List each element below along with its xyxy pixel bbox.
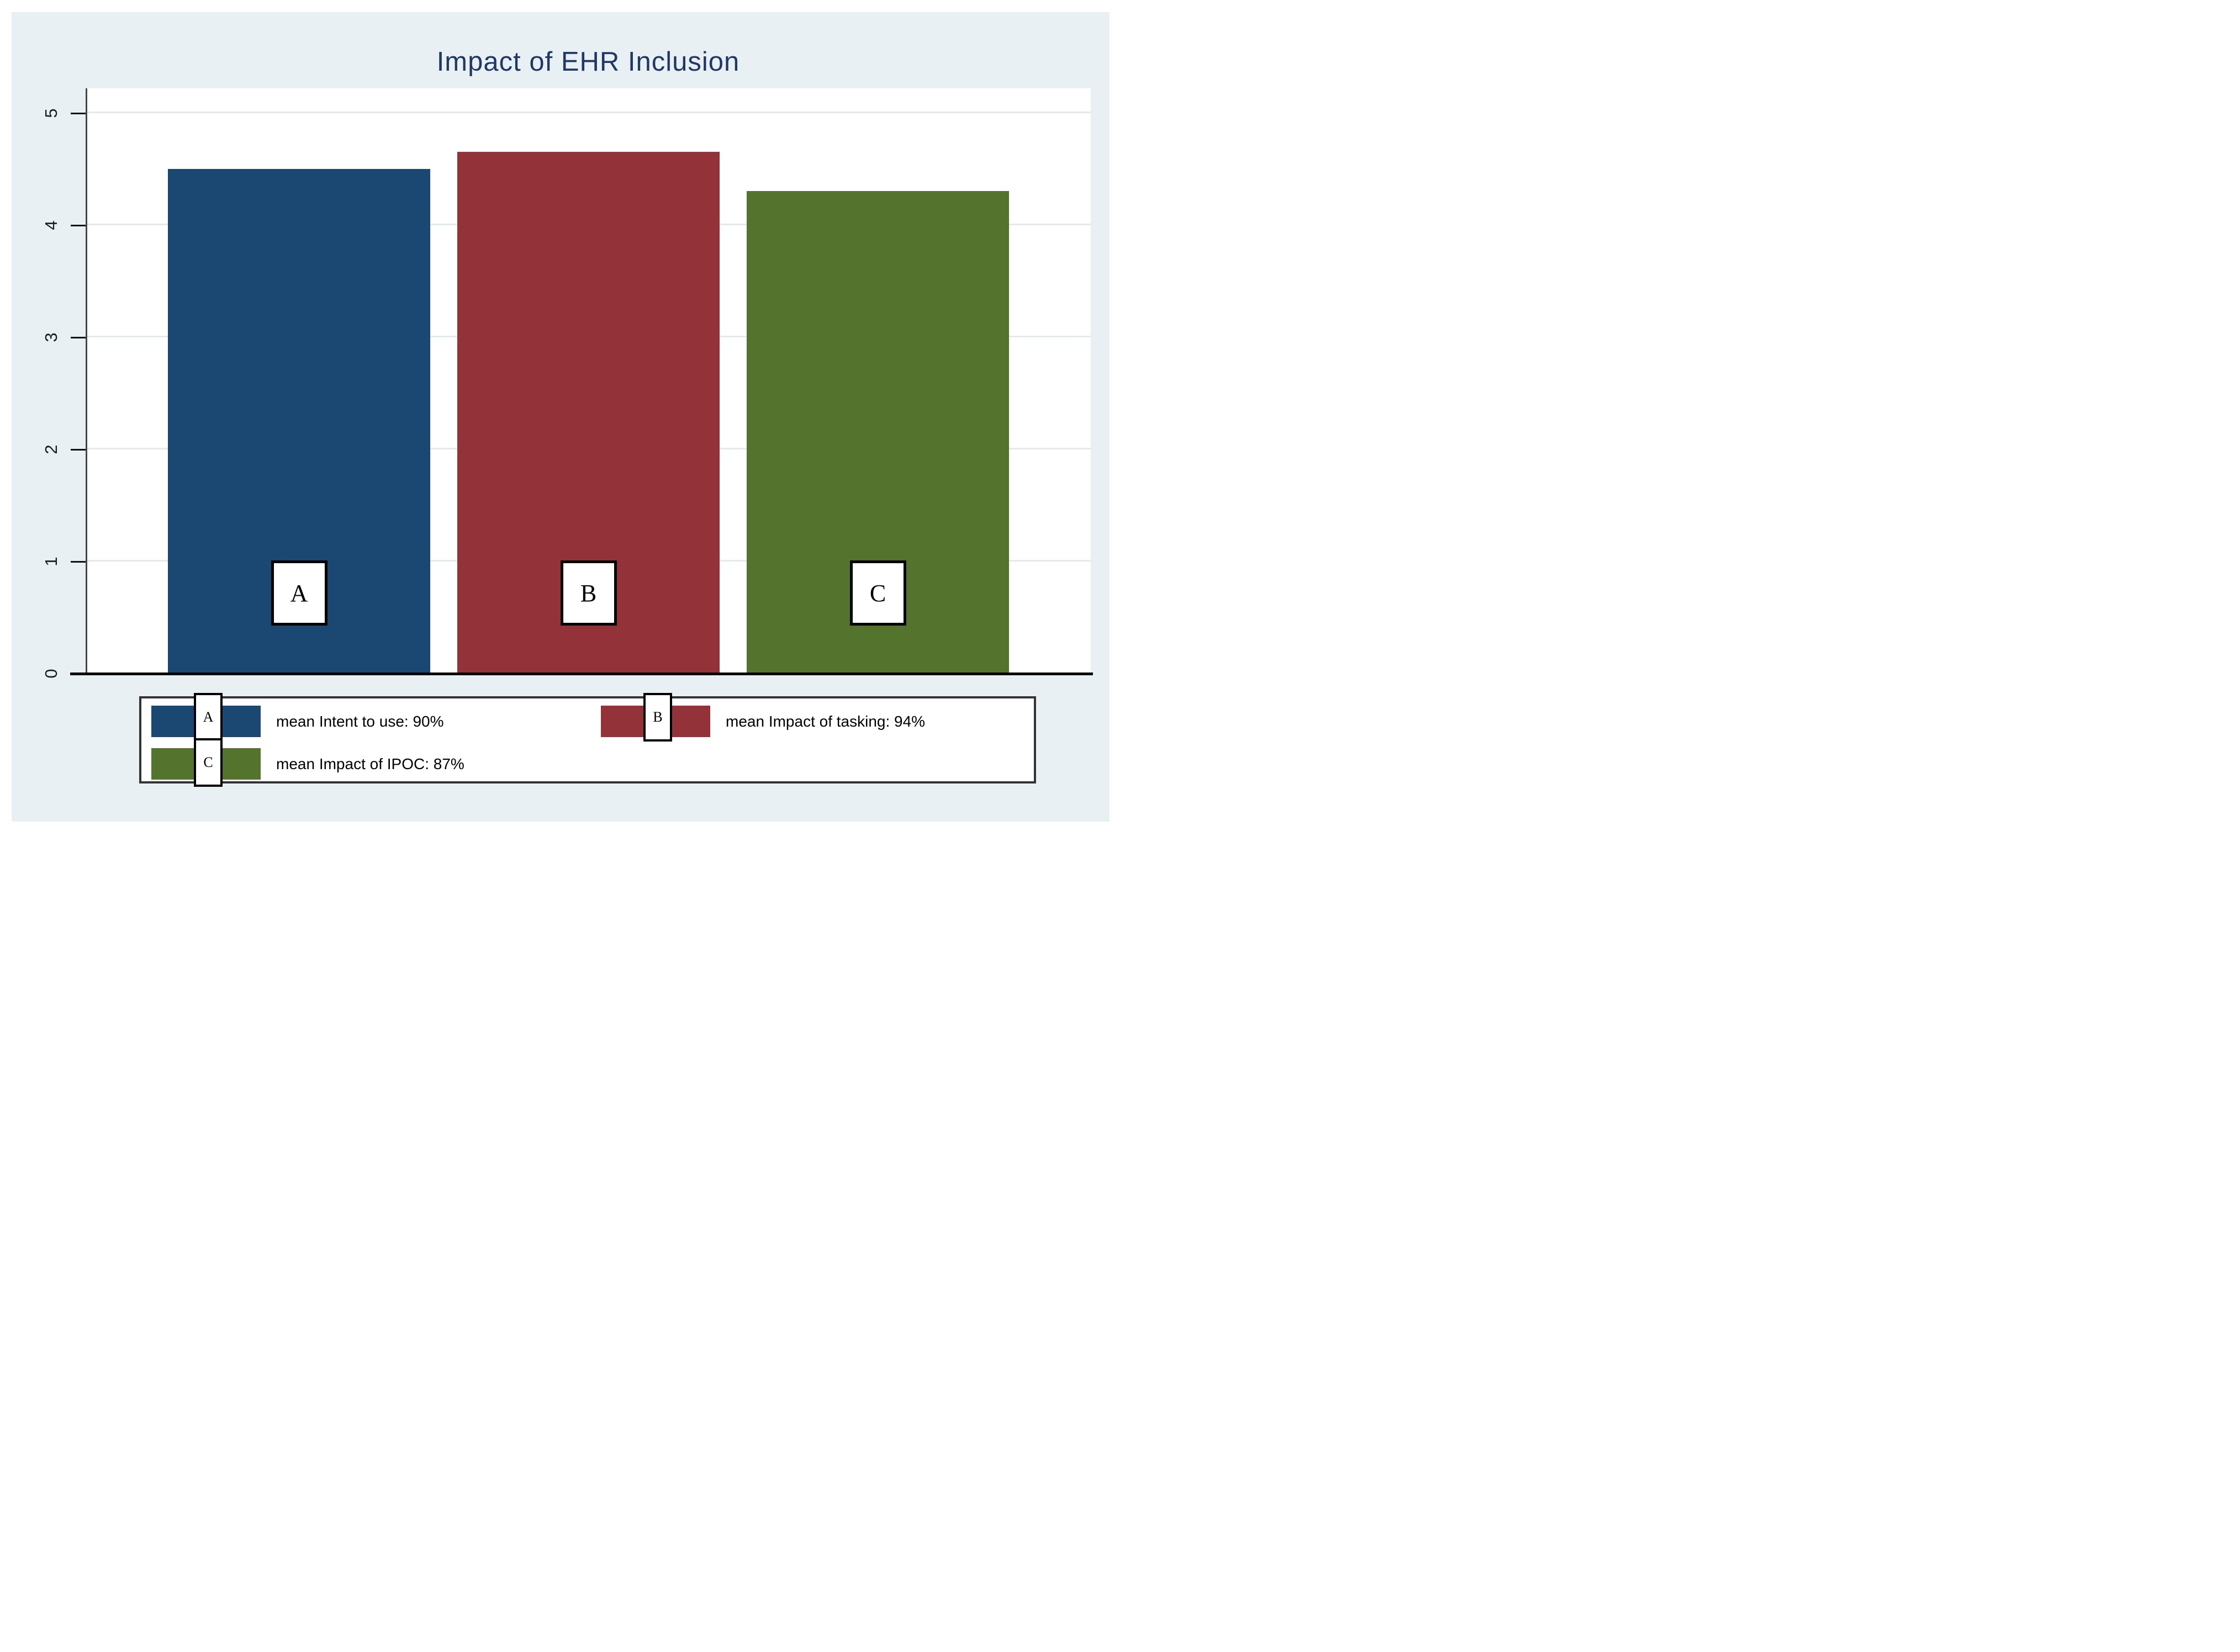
chart-title: Impact of EHR Inclusion: [436, 47, 740, 77]
plot-area: A B C: [86, 88, 1091, 674]
gridline-y5: [86, 112, 1091, 113]
y-axis-line: [86, 88, 87, 675]
y-tick-2: [71, 449, 86, 451]
x-axis-line: [70, 673, 1093, 675]
figure-page: Impact of EHR Inclusion A B C: [0, 0, 1120, 826]
legend-label-intent-to-use: mean Intent to use: 90%: [276, 713, 444, 730]
legend-letter-a: A: [203, 709, 214, 725]
y-tick-4: [71, 225, 86, 226]
y-tick-0: [71, 673, 86, 675]
legend-letterbox-a: A: [194, 693, 223, 742]
bar-letter-c: C: [869, 579, 886, 607]
legend-letterbox-c: C: [194, 738, 223, 787]
legend: A mean Intent to use: 90% B mean Impact …: [139, 693, 1036, 787]
bar-letter-a: A: [290, 579, 308, 607]
y-tick-3: [71, 337, 86, 338]
legend-label-impact-of-tasking: mean Impact of tasking: 94%: [726, 713, 926, 730]
legend-letterbox-b: B: [643, 693, 672, 742]
y-tick-1: [71, 561, 86, 563]
y-tick-label-1: 1: [41, 557, 61, 566]
y-tick-label-4: 4: [41, 220, 61, 230]
bar-letterbox-b: B: [560, 560, 617, 626]
bar-letterbox-c: C: [849, 560, 906, 626]
bar-impact-of-tasking: B: [457, 152, 720, 674]
y-tick-label-0: 0: [41, 669, 61, 679]
y-tick-5: [71, 113, 86, 114]
y-tick-label-2: 2: [41, 444, 61, 454]
bar-letterbox-a: A: [271, 560, 327, 626]
y-tick-label-3: 3: [41, 332, 61, 342]
legend-label-impact-of-ipoc: mean Impact of IPOC: 87%: [276, 755, 464, 772]
legend-letter-c: C: [203, 754, 213, 770]
bar-letter-b: B: [580, 579, 597, 607]
bar-impact-of-ipoc: C: [747, 191, 1009, 674]
chart-canvas: Impact of EHR Inclusion A B C: [12, 12, 1110, 822]
legend-letter-b: B: [653, 709, 663, 725]
bar-intent-to-use: A: [168, 169, 430, 674]
y-tick-label-5: 5: [41, 108, 61, 118]
